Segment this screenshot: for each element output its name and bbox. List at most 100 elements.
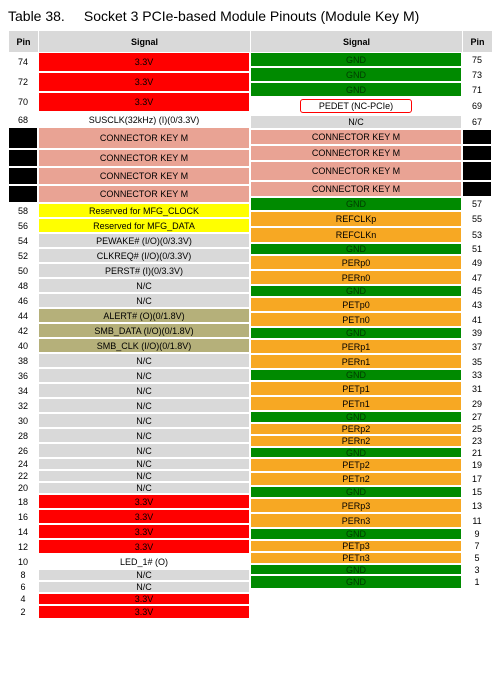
- signal-cell: PERp3: [250, 498, 462, 513]
- pin-cell: 7: [462, 540, 492, 552]
- signal-cell: N/C: [38, 278, 250, 293]
- signal-cell: PETn3: [250, 552, 462, 564]
- pin-cell: 33: [462, 369, 492, 381]
- key-notch: [462, 161, 492, 181]
- signal-cell: 3.3V: [38, 524, 250, 539]
- table-row: 10LED_1# (O): [8, 554, 250, 569]
- pin-cell: 46: [8, 293, 38, 308]
- signal-cell: PERn0: [250, 270, 462, 285]
- pinout-table: Pin Signal Signal Pin: [8, 30, 493, 53]
- table-row: 723.3V: [8, 72, 250, 92]
- pin-cell: 67: [462, 115, 492, 129]
- pin-cell: 58: [8, 203, 38, 218]
- pin-cell: 36: [8, 368, 38, 383]
- signal-cell: GND: [250, 369, 462, 381]
- pin-cell: 13: [462, 498, 492, 513]
- pin-cell: 3: [462, 564, 492, 575]
- table-row: 42SMB_DATA (I/O)(0/1.8V): [8, 323, 250, 338]
- table-row: 56Reserved for MFG_DATA: [8, 218, 250, 233]
- pin-cell: 23: [462, 435, 492, 447]
- table-row: 743.3V: [8, 52, 250, 72]
- table-row: 183.3V: [8, 494, 250, 509]
- table-row: 20N/C: [8, 482, 250, 494]
- table-row: GND1: [250, 575, 492, 589]
- signal-cell: PEWAKE# (I/O)(0/3.3V): [38, 233, 250, 248]
- signal-cell: CONNECTOR KEY M: [38, 127, 250, 149]
- pin-cell: 75: [462, 52, 492, 67]
- pin-cell: 11: [462, 513, 492, 528]
- table-row: PETn35: [250, 552, 492, 564]
- signal-cell: PERp2: [250, 423, 462, 435]
- signal-cell: CLKREQ# (I/O)(0/3.3V): [38, 248, 250, 263]
- signal-cell: N/C: [38, 569, 250, 581]
- pin-cell: 31: [462, 381, 492, 396]
- signal-cell: N/C: [38, 458, 250, 470]
- pin-cell: 12: [8, 539, 38, 554]
- table-row: CONNECTOR KEY M: [250, 181, 492, 197]
- signal-cell: SUSCLK(32kHz) (I)(0/3.3V): [38, 112, 250, 127]
- pin-cell: 8: [8, 569, 38, 581]
- signal-cell: 3.3V: [38, 494, 250, 509]
- signal-cell: GND: [250, 528, 462, 540]
- table-row: 32N/C: [8, 398, 250, 413]
- pin-cell: 71: [462, 82, 492, 97]
- signal-cell: N/C: [38, 368, 250, 383]
- pin-cell: 34: [8, 383, 38, 398]
- pin-cell: 6: [8, 581, 38, 593]
- pin-cell: 54: [8, 233, 38, 248]
- table-row: 43.3V: [8, 593, 250, 605]
- table-row: CONNECTOR KEY M: [8, 127, 250, 149]
- pin-cell: 72: [8, 72, 38, 92]
- signal-cell: CONNECTOR KEY M: [38, 167, 250, 185]
- table-row: 703.3V: [8, 92, 250, 112]
- table-row: PETp043: [250, 297, 492, 312]
- table-row: REFCLKn53: [250, 227, 492, 243]
- table-row: GND73: [250, 67, 492, 82]
- signal-cell: N/C: [38, 581, 250, 593]
- signal-cell: GND: [250, 243, 462, 255]
- key-notch: [8, 185, 38, 203]
- table-row: GND21: [250, 447, 492, 458]
- signal-cell: GND: [250, 285, 462, 297]
- table-row: GND71: [250, 82, 492, 97]
- signal-cell: N/C: [38, 413, 250, 428]
- table-row: 24N/C: [8, 458, 250, 470]
- signal-cell: SMB_DATA (I/O)(0/1.8V): [38, 323, 250, 338]
- table-row: CONNECTOR KEY M: [8, 185, 250, 203]
- key-notch: [8, 167, 38, 185]
- table-row: 143.3V: [8, 524, 250, 539]
- table-row: CONNECTOR KEY M: [8, 167, 250, 185]
- signal-cell: N/C: [38, 398, 250, 413]
- signal-cell: 3.3V: [38, 605, 250, 619]
- table-row: 38N/C: [8, 353, 250, 368]
- signal-cell: SMB_CLK (I/O)(0/1.8V): [38, 338, 250, 353]
- signal-cell: PERn2: [250, 435, 462, 447]
- signal-cell: N/C: [38, 470, 250, 482]
- header-signal-right: Signal: [251, 31, 463, 53]
- table-row: CONNECTOR KEY M: [8, 149, 250, 167]
- table-row: PETn129: [250, 396, 492, 411]
- pin-cell: 17: [462, 472, 492, 486]
- pin-cell: 43: [462, 297, 492, 312]
- key-notch: [462, 145, 492, 161]
- signal-cell: PETp2: [250, 458, 462, 472]
- table-row: GND3: [250, 564, 492, 575]
- table-row: GND9: [250, 528, 492, 540]
- pin-cell: 30: [8, 413, 38, 428]
- signal-cell: LED_1# (O): [38, 554, 250, 569]
- pin-cell: 16: [8, 509, 38, 524]
- pin-cell: 44: [8, 308, 38, 323]
- key-notch: [8, 127, 38, 149]
- table-row: 34N/C: [8, 383, 250, 398]
- signal-cell: N/C: [38, 293, 250, 308]
- signal-cell: 3.3V: [38, 539, 250, 554]
- pin-cell: 51: [462, 243, 492, 255]
- table-row: 22N/C: [8, 470, 250, 482]
- signal-cell: 3.3V: [38, 52, 250, 72]
- key-notch: [462, 129, 492, 145]
- table-row: GND45: [250, 285, 492, 297]
- pin-cell: 47: [462, 270, 492, 285]
- key-notch: [8, 149, 38, 167]
- header-pin-left: Pin: [9, 31, 39, 53]
- pin-cell: 22: [8, 470, 38, 482]
